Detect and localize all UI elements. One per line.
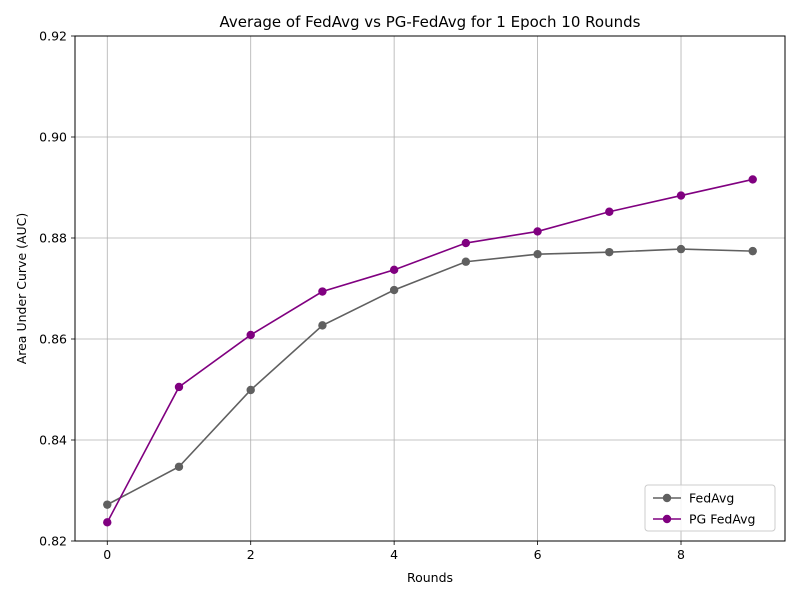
series-line-fedavg xyxy=(106,248,753,506)
x-tick-label: 0 xyxy=(103,547,111,562)
data-point-pg-fedavg xyxy=(533,227,542,236)
legend-label: PG FedAvg xyxy=(689,512,755,527)
y-tick-label: 0.90 xyxy=(39,130,67,145)
data-point-fedavg xyxy=(533,249,542,259)
x-tick-label: 2 xyxy=(247,547,255,562)
plot-frame xyxy=(74,35,786,542)
data-point-pg-fedavg xyxy=(246,330,255,340)
y-tick-label: 0.86 xyxy=(39,332,67,347)
data-point-pg-fedavg xyxy=(174,382,184,392)
data-point-fedavg xyxy=(461,257,471,266)
data-point-fedavg xyxy=(605,247,614,257)
x-tick-label: 4 xyxy=(390,547,398,562)
legend-marker xyxy=(662,493,672,503)
data-point-pg-fedavg xyxy=(605,207,614,216)
data-point-pg-fedavg xyxy=(318,287,327,296)
y-tick-label: 0.84 xyxy=(39,433,67,448)
y-tick-label: 0.82 xyxy=(39,534,67,549)
data-point-fedavg xyxy=(318,321,327,330)
data-point-pg-fedavg xyxy=(461,238,471,248)
data-point-fedavg xyxy=(103,500,112,509)
y-tick-label: 0.92 xyxy=(39,29,67,44)
y-axis-label: Area Under Curve (AUC) xyxy=(14,213,29,365)
data-point-fedavg xyxy=(676,244,686,254)
x-axis-label: Rounds xyxy=(407,570,453,585)
x-axis: 0 2 4 6 8 xyxy=(103,541,685,562)
series-line-pg-fedavg xyxy=(106,178,753,523)
data-point-fedavg xyxy=(246,385,255,395)
chart-title: Average of FedAvg vs PG-FedAvg for 1 Epo… xyxy=(220,13,641,31)
series-layer xyxy=(103,175,757,527)
y-tick-label: 0.88 xyxy=(39,231,67,246)
series-pg-fedavg xyxy=(103,175,757,527)
series-fedavg xyxy=(103,244,757,509)
y-axis: 0.82 0.84 0.86 0.88 0.90 0.92 xyxy=(39,29,75,549)
data-point-pg-fedavg xyxy=(103,518,112,527)
x-tick-label: 8 xyxy=(677,547,685,562)
data-point-fedavg xyxy=(748,246,757,256)
legend-marker xyxy=(662,514,672,524)
legend-item-pg-fedavg: PG FedAvg xyxy=(653,512,755,527)
legend-item-fedavg: FedAvg xyxy=(653,491,734,506)
data-point-pg-fedavg xyxy=(676,191,686,200)
x-tick-label: 6 xyxy=(534,547,542,562)
data-point-pg-fedavg xyxy=(748,175,757,184)
data-point-pg-fedavg xyxy=(389,265,399,275)
data-point-fedavg xyxy=(389,285,399,295)
legend-label: FedAvg xyxy=(689,491,734,506)
data-point-fedavg xyxy=(174,462,184,471)
legend: FedAvg PG FedAvg xyxy=(644,484,776,532)
